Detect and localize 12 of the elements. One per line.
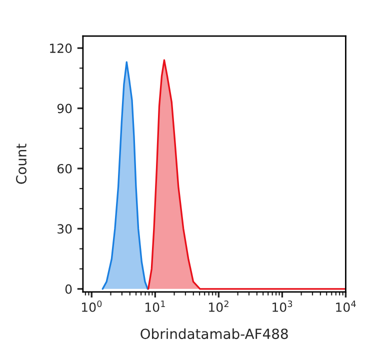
y-tick-label: 120 — [50, 44, 72, 54]
x-tick-label: 10$^{1}$ — [146, 300, 165, 312]
y-tick-label: 30 — [58, 224, 72, 234]
x-tick-label: 10$^{0}$ — [82, 300, 102, 312]
x-tick-label: 10$^{2}$ — [209, 300, 228, 312]
x-tick-label: 10$^{4}$ — [336, 300, 356, 312]
y-tick-label: 0 — [65, 284, 72, 294]
x-axis-title: Obrindatamab-AF488 — [140, 328, 288, 340]
x-tick-label: 10$^{3}$ — [272, 300, 292, 312]
y-tick-label: 90 — [57, 104, 72, 114]
y-tick-label: 60 — [57, 164, 72, 174]
y-axis-title: Count — [16, 144, 27, 184]
